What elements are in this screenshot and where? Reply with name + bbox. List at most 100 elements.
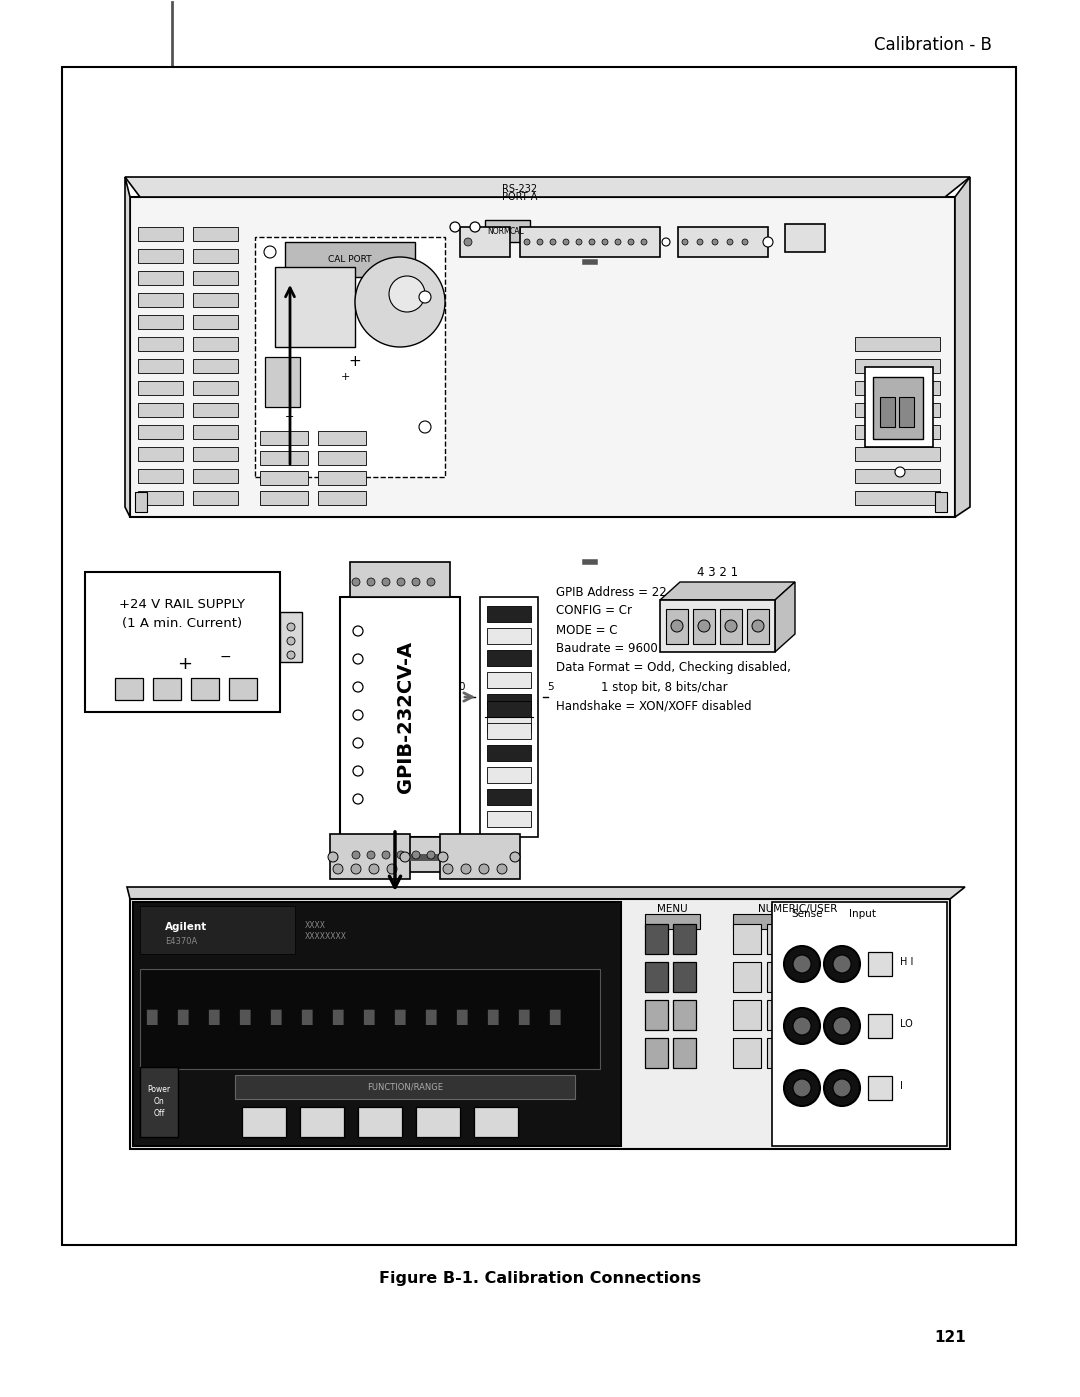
Text: ▐▌: ▐▌ (172, 1010, 194, 1024)
Circle shape (427, 851, 435, 859)
Bar (140, 907, 295, 954)
Bar (193, 337, 238, 351)
Circle shape (400, 852, 410, 862)
Text: ▐▌: ▐▌ (326, 1010, 350, 1024)
Circle shape (642, 239, 647, 244)
Circle shape (497, 863, 507, 875)
Circle shape (602, 239, 608, 244)
Bar (673, 1000, 696, 1030)
Text: Data Format = Odd, Checking disabled,: Data Format = Odd, Checking disabled, (556, 662, 791, 675)
Bar (138, 490, 183, 504)
Circle shape (784, 1070, 820, 1106)
Circle shape (351, 863, 361, 875)
Text: PORT A: PORT A (502, 191, 538, 203)
Bar (193, 293, 238, 307)
Circle shape (563, 239, 569, 244)
Circle shape (411, 851, 420, 859)
Circle shape (382, 578, 390, 585)
Text: Sense: Sense (792, 909, 823, 919)
Bar (260, 451, 308, 465)
Text: NUMERIC/USER: NUMERIC/USER (758, 904, 838, 914)
Bar (242, 1106, 286, 1137)
Bar (801, 1038, 829, 1067)
Circle shape (824, 1009, 860, 1044)
Text: Power: Power (148, 1084, 171, 1094)
Bar (733, 1000, 761, 1030)
Bar (193, 314, 238, 330)
Text: ▐▌: ▐▌ (419, 1010, 443, 1024)
Bar (474, 1106, 518, 1137)
Text: Handshake = XON/XOFF disabled: Handshake = XON/XOFF disabled (556, 700, 752, 712)
Bar (645, 914, 700, 929)
Bar (487, 812, 531, 827)
Bar (300, 1106, 345, 1137)
Bar (519, 226, 660, 257)
Bar (767, 1038, 795, 1067)
Circle shape (353, 654, 363, 664)
Circle shape (352, 851, 360, 859)
Circle shape (752, 620, 764, 631)
Text: ▐▌: ▐▌ (357, 1010, 381, 1024)
Bar (138, 447, 183, 461)
Text: ▐▌: ▐▌ (295, 1010, 319, 1024)
Circle shape (793, 1017, 811, 1035)
Bar (835, 1038, 863, 1067)
Circle shape (510, 852, 519, 862)
Bar (645, 963, 669, 992)
Bar (138, 249, 183, 263)
Bar (801, 1000, 829, 1030)
Bar (645, 1038, 669, 1067)
Text: 5: 5 (546, 682, 553, 692)
Bar (138, 469, 183, 483)
Bar (873, 377, 923, 439)
Bar (300, 1106, 345, 1137)
Bar (193, 447, 238, 461)
Text: NORM: NORM (487, 226, 511, 236)
Bar (193, 469, 238, 483)
Text: Baudrate = 9600: Baudrate = 9600 (556, 643, 658, 655)
Bar (835, 923, 863, 954)
Bar (474, 1106, 518, 1137)
Bar (133, 902, 621, 1146)
Bar (193, 490, 238, 504)
Circle shape (419, 420, 431, 433)
Circle shape (450, 222, 460, 232)
Bar (135, 492, 147, 511)
Circle shape (895, 467, 905, 476)
Bar (855, 490, 940, 504)
Bar (767, 963, 795, 992)
Bar (138, 381, 183, 395)
Text: +: + (349, 355, 362, 369)
Bar (350, 837, 450, 872)
Text: GPIB Address = 22: GPIB Address = 22 (556, 585, 666, 598)
Bar (785, 224, 825, 251)
Circle shape (369, 863, 379, 875)
Text: ▐▌: ▐▌ (450, 1010, 474, 1024)
Text: −: − (219, 650, 231, 664)
Circle shape (443, 863, 453, 875)
Circle shape (287, 651, 295, 659)
Bar (645, 923, 669, 954)
Bar (868, 1014, 892, 1038)
Bar (138, 359, 183, 373)
Circle shape (411, 578, 420, 585)
Bar (666, 609, 688, 644)
Text: −: − (285, 412, 295, 422)
Bar (868, 951, 892, 977)
Bar (193, 381, 238, 395)
Bar (487, 724, 531, 739)
Bar (733, 963, 761, 992)
Bar (138, 402, 183, 416)
Text: ▐▌: ▐▌ (543, 1010, 567, 1024)
Bar (487, 650, 531, 666)
Bar (835, 963, 863, 992)
Circle shape (438, 852, 448, 862)
Bar (868, 1076, 892, 1099)
Bar (140, 970, 600, 1069)
Text: ▐▌: ▐▌ (265, 1010, 287, 1024)
Bar (318, 451, 366, 465)
Bar (480, 597, 538, 837)
Text: On: On (153, 1097, 164, 1105)
Text: 1 stop bit, 8 bits/char: 1 stop bit, 8 bits/char (556, 680, 728, 693)
Bar (235, 1076, 575, 1099)
